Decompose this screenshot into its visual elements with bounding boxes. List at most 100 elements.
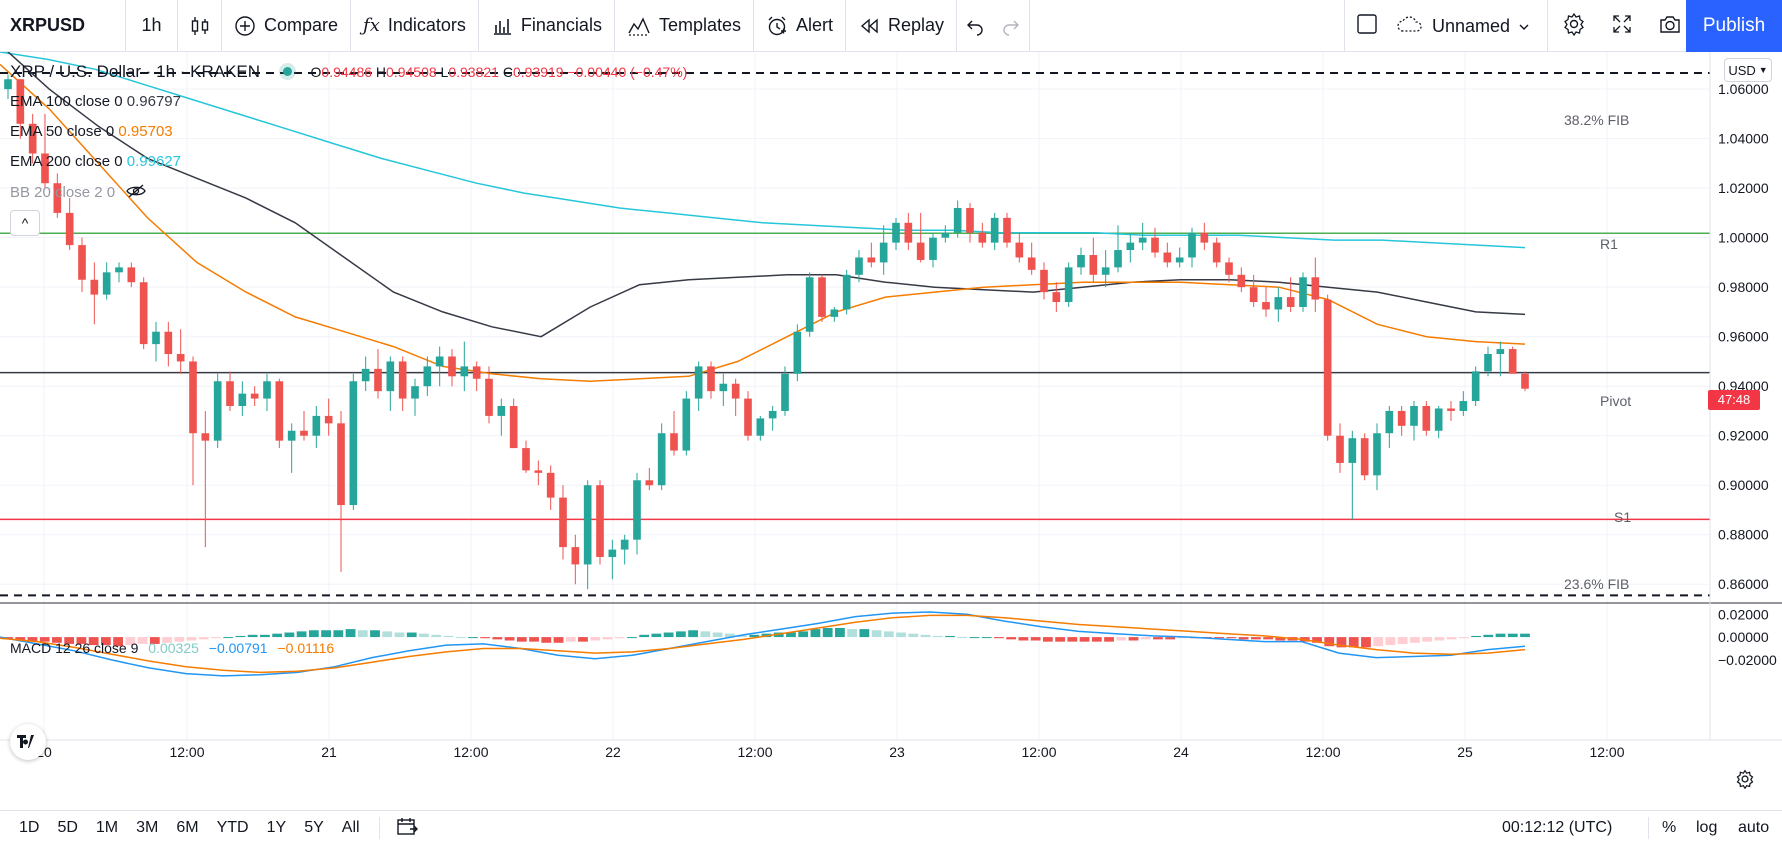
chart-type-button[interactable]: [178, 0, 222, 52]
macd-hist-bar: [296, 631, 307, 638]
auto-toggle[interactable]: auto: [1738, 819, 1770, 836]
macd-hist-bar: [357, 630, 368, 638]
templates-icon: [627, 15, 651, 37]
macd-hist-bar: [1140, 637, 1151, 640]
candle-body: [1077, 254, 1085, 268]
macd-hist-bar: [370, 630, 380, 638]
macd-hist-bar: [1361, 637, 1371, 648]
candle-body: [263, 381, 271, 399]
layout-button[interactable]: [1344, 0, 1388, 52]
macd-hist-bar: [1238, 637, 1249, 640]
macd-hist-bar: [15, 637, 26, 641]
undo-button[interactable]: [957, 0, 993, 52]
candle-body: [620, 539, 629, 550]
macd-hist-bar: [52, 637, 62, 643]
candle-body: [1521, 373, 1529, 389]
time-tick-label: 22: [605, 744, 621, 760]
candle-body: [213, 381, 222, 441]
macd-hist-bar: [1177, 637, 1188, 639]
ema50-legend[interactable]: EMA 50 close 0 0.95703: [10, 123, 173, 140]
candle-body: [916, 242, 925, 260]
utc-clock[interactable]: 00:12:12 (UTC): [1502, 819, 1613, 836]
candle-body: [682, 398, 691, 451]
settings-button[interactable]: [1550, 0, 1598, 52]
range-all[interactable]: All: [341, 819, 360, 836]
candle-body: [1225, 262, 1233, 275]
tradingview-logo[interactable]: [10, 724, 46, 760]
candle-body: [707, 366, 715, 392]
compare-button[interactable]: Compare: [222, 0, 352, 52]
candle-body: [1101, 267, 1110, 275]
time-tick-label: 12:00: [453, 744, 488, 760]
templates-button[interactable]: Templates: [615, 0, 754, 52]
candles-icon: [189, 15, 211, 37]
eye-hidden-icon[interactable]: [125, 183, 147, 203]
range-5y[interactable]: 5Y: [304, 819, 324, 836]
macd-hist-bar: [198, 637, 209, 640]
range-1m[interactable]: 1M: [95, 819, 119, 836]
candle-body: [28, 123, 37, 154]
macd-hist-bar: [1214, 637, 1225, 639]
macd-hist-bar: [431, 634, 442, 638]
time-tick-label: 12:00: [1305, 744, 1340, 760]
macd-hist-bar: [932, 635, 943, 638]
snapshot-button[interactable]: [1646, 0, 1694, 52]
macd-legend[interactable]: MACD 12 26 close 9 0.00325 −0.00791 −0.0…: [10, 640, 334, 656]
macd-hist-bar: [394, 632, 405, 638]
candle-body: [361, 368, 370, 382]
indicators-button[interactable]: ƒx Indicators: [351, 0, 479, 52]
replay-label: Replay: [888, 15, 945, 35]
macd-line: [0, 611, 1526, 677]
range-ytd[interactable]: YTD: [216, 819, 249, 836]
symbol-title: XRP / U.S. Dollar · 1h · KRAKEN: [10, 62, 261, 81]
currency-select[interactable]: USD ▼: [1724, 58, 1772, 82]
symbol-search-button[interactable]: XRPUSD: [0, 0, 126, 52]
collapse-legend-button[interactable]: ^: [10, 210, 40, 236]
candle-body: [53, 183, 62, 213]
macd-tick-label: 0.00000: [1718, 629, 1769, 645]
financials-button[interactable]: Financials: [479, 0, 615, 52]
candle-body: [1052, 292, 1061, 303]
layout-name-button[interactable]: Unnamed: [1396, 0, 1548, 52]
publish-button[interactable]: Publish: [1686, 0, 1782, 52]
macd-hist-bar: [113, 637, 123, 647]
goto-date-icon[interactable]: [396, 816, 418, 841]
macd-hist-bar: [272, 633, 283, 638]
alert-button[interactable]: Alert: [754, 0, 847, 52]
candle-body: [1459, 401, 1468, 411]
price-tick-label: 0.88000: [1718, 527, 1769, 543]
log-toggle[interactable]: log: [1696, 819, 1718, 836]
candle-body: [1015, 242, 1024, 258]
expand-icon: [1611, 13, 1633, 40]
percent-toggle[interactable]: %: [1662, 819, 1677, 836]
candle-body: [1385, 410, 1394, 434]
fullscreen-button[interactable]: [1598, 0, 1646, 52]
range-1d[interactable]: 1D: [19, 819, 40, 836]
candle-body: [855, 257, 863, 275]
low-label: L: [440, 64, 449, 80]
replay-button[interactable]: Replay: [846, 0, 958, 52]
macd-hist-bar: [1520, 633, 1530, 638]
range-1y[interactable]: 1Y: [266, 819, 287, 836]
range-6m[interactable]: 6M: [176, 819, 199, 836]
ema200-legend[interactable]: EMA 200 close 0 0.99627: [10, 153, 181, 170]
clock-separator: [1648, 817, 1649, 839]
macd-hist-bar: [1312, 637, 1322, 643]
candle-body: [312, 415, 321, 436]
macd-hist-bar: [406, 632, 417, 638]
price-chart[interactable]: 1.06000 1.04000 1.02000 1.00000 0.98000 0.960…: [0, 52, 1782, 810]
macd-hist-bar: [1373, 637, 1384, 647]
range-3m[interactable]: 3M: [136, 819, 159, 836]
macd-hist-bar: [1275, 637, 1286, 641]
time-axis-settings-button[interactable]: [1732, 768, 1758, 794]
interval-button[interactable]: 1h: [126, 0, 178, 52]
ema100-legend[interactable]: EMA 100 close 0 0.96797: [10, 93, 181, 110]
symbol-legend[interactable]: XRP / U.S. Dollar · 1h · KRAKEN O0.94486…: [10, 62, 687, 82]
candle-body: [435, 356, 444, 367]
bb-legend[interactable]: BB 20 close 2 0: [10, 183, 147, 203]
candle-body: [534, 470, 543, 473]
time-tick-label: 25: [1457, 744, 1473, 760]
ema200-value: 0.99627: [126, 153, 181, 170]
range-5d[interactable]: 5D: [57, 819, 78, 836]
redo-button[interactable]: [993, 0, 1031, 52]
